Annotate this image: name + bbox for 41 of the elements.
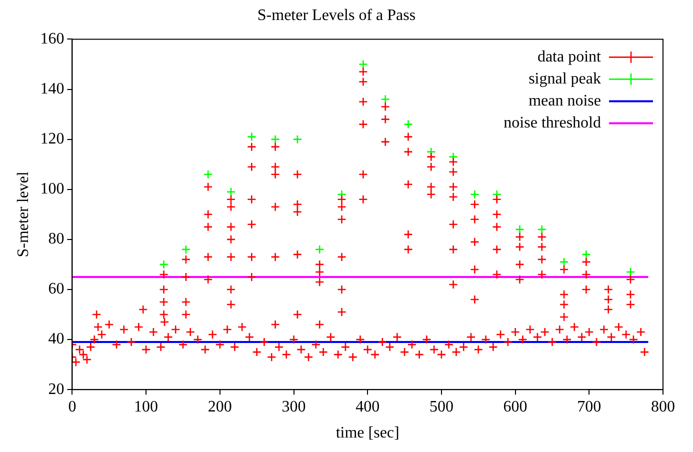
point (159, 260, 168, 270)
point (537, 224, 547, 234)
point (582, 250, 591, 260)
point (247, 132, 256, 142)
x-tick-label: 600 (503, 398, 528, 416)
y-tick-label: 160 (40, 30, 64, 48)
x-tick-label: 800 (651, 398, 675, 416)
x-tick-label: 700 (577, 398, 602, 416)
legend-label: data point (537, 48, 602, 66)
y-axis-title: S-meter level (14, 170, 32, 258)
x-tick-label: 0 (68, 398, 76, 416)
y-tick-label: 20 (48, 380, 64, 398)
legend-label: signal peak (528, 70, 601, 88)
point (470, 190, 480, 200)
point (314, 244, 324, 254)
y-tick-label: 100 (40, 180, 64, 198)
x-tick-label: 400 (356, 398, 380, 416)
point (203, 170, 213, 180)
point (358, 60, 368, 69)
point (380, 94, 390, 104)
legend-label: mean noise (528, 92, 601, 110)
y-tick-label: 80 (48, 230, 64, 248)
x-tick-label: 100 (134, 398, 158, 416)
y-tick-label: 60 (48, 280, 64, 298)
point (404, 120, 413, 129)
legend-label: noise threshold (504, 114, 601, 132)
y-tick-label: 40 (48, 330, 64, 348)
x-tick-label: 200 (208, 398, 232, 416)
y-tick-label: 140 (40, 80, 64, 98)
point (515, 224, 524, 234)
point (559, 257, 569, 267)
x-tick-label: 300 (282, 398, 306, 416)
x-axis-title: time [sec] (336, 424, 400, 442)
point (292, 134, 302, 144)
y-tick-label: 120 (40, 130, 64, 148)
point (626, 267, 636, 277)
point (270, 134, 280, 144)
chart-title: S-meter Levels of a Pass (257, 6, 416, 24)
x-tick-label: 500 (429, 398, 454, 416)
point (181, 244, 191, 254)
point (226, 187, 236, 197)
